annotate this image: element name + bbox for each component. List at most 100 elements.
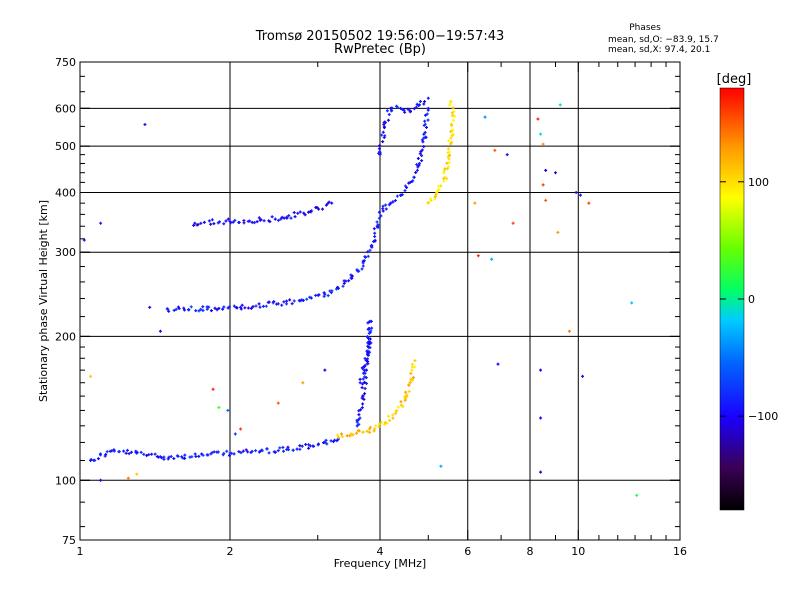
trace-point xyxy=(447,157,451,161)
trace-point xyxy=(293,215,297,219)
trace-point xyxy=(417,161,421,165)
trace-point xyxy=(340,435,344,439)
trace-point xyxy=(404,390,408,394)
trace-point xyxy=(260,449,264,453)
scatter-point xyxy=(126,476,130,480)
trace-point xyxy=(212,450,216,454)
trace-point xyxy=(420,138,424,142)
trace-point xyxy=(320,207,324,211)
trace-point xyxy=(254,304,258,308)
trace-point xyxy=(296,211,300,215)
trace-point xyxy=(316,442,320,446)
colorbar: [deg] −100 0 100 xyxy=(717,72,778,511)
trace-point xyxy=(378,150,382,154)
scatter-point xyxy=(323,368,327,372)
trace-point xyxy=(423,119,427,123)
trace-point xyxy=(383,121,387,125)
trace-point xyxy=(355,431,359,435)
trace-point xyxy=(357,413,361,417)
trace-point xyxy=(212,222,216,226)
trace-point xyxy=(308,210,312,214)
trace-point xyxy=(92,458,96,462)
trace-point xyxy=(199,221,203,225)
trace-point xyxy=(406,107,410,111)
trace-point xyxy=(355,424,359,428)
trace-point xyxy=(215,308,219,312)
scatter-point xyxy=(158,329,162,333)
trace-point xyxy=(361,371,365,375)
trace-point xyxy=(117,450,121,454)
trace-point xyxy=(326,294,330,298)
trace-point xyxy=(167,309,171,313)
trace-point xyxy=(285,302,289,306)
phase-box-title: Phases xyxy=(629,23,661,33)
trace-point xyxy=(267,451,271,455)
trace-point xyxy=(193,221,197,225)
trace-point xyxy=(384,207,388,211)
trace-point xyxy=(209,222,213,226)
x-tick-label: 6 xyxy=(464,545,471,558)
scatter-point xyxy=(148,305,152,309)
trace-point xyxy=(239,451,243,455)
trace-point xyxy=(428,197,432,201)
x-tick-label: 8 xyxy=(527,545,534,558)
trace-point xyxy=(335,439,339,443)
trace-point xyxy=(342,281,346,285)
trace-point xyxy=(222,451,226,455)
trace-point xyxy=(345,434,349,438)
trace-point xyxy=(315,206,319,210)
trace-point xyxy=(278,446,282,450)
trace-point xyxy=(246,450,250,454)
trace-point xyxy=(108,449,112,453)
trace-point xyxy=(416,156,420,160)
trace-point xyxy=(439,184,443,188)
trace-point xyxy=(399,400,403,404)
scatter-point xyxy=(135,472,139,476)
trace-point xyxy=(380,420,384,424)
trace-point xyxy=(390,108,394,112)
trace-point xyxy=(451,113,455,117)
trace-point xyxy=(424,113,428,117)
trace-point xyxy=(218,220,222,224)
trace-point xyxy=(449,130,453,134)
grid-lines xyxy=(80,62,680,540)
scatter-point xyxy=(439,464,443,468)
trace-point xyxy=(377,216,381,220)
trace-point xyxy=(450,140,454,144)
trace-point xyxy=(418,99,422,103)
scatter-point xyxy=(217,405,221,409)
trace-point xyxy=(414,170,418,174)
trace-point xyxy=(172,457,176,461)
trace-point xyxy=(196,223,200,227)
trace-point xyxy=(416,165,420,169)
trace-point xyxy=(358,381,362,385)
trace-point xyxy=(323,292,327,296)
trace-point xyxy=(276,302,280,306)
trace-point xyxy=(257,216,261,220)
trace-point xyxy=(207,305,211,309)
trace-point xyxy=(145,454,149,458)
trace-point xyxy=(442,179,446,183)
trace-point xyxy=(384,203,388,207)
trace-point xyxy=(357,409,361,413)
trace-point xyxy=(276,449,280,453)
trace-point xyxy=(447,165,451,169)
trace-point xyxy=(399,403,403,407)
trace-point xyxy=(169,455,173,459)
trace-point xyxy=(255,220,259,224)
x-tick-label: 16 xyxy=(673,545,687,558)
trace-point xyxy=(360,406,364,410)
scatter-point xyxy=(567,329,571,333)
trace-point xyxy=(291,448,295,452)
trace-point xyxy=(232,304,236,308)
trace-point xyxy=(363,255,367,259)
trace-point xyxy=(364,376,368,380)
trace-point xyxy=(243,306,247,310)
scatter-point xyxy=(99,478,103,482)
trace-point xyxy=(307,443,311,447)
trace-point xyxy=(395,194,399,198)
trace-point xyxy=(361,367,365,371)
trace-point xyxy=(187,308,191,312)
trace-point xyxy=(373,238,377,242)
trace-point xyxy=(174,307,178,311)
